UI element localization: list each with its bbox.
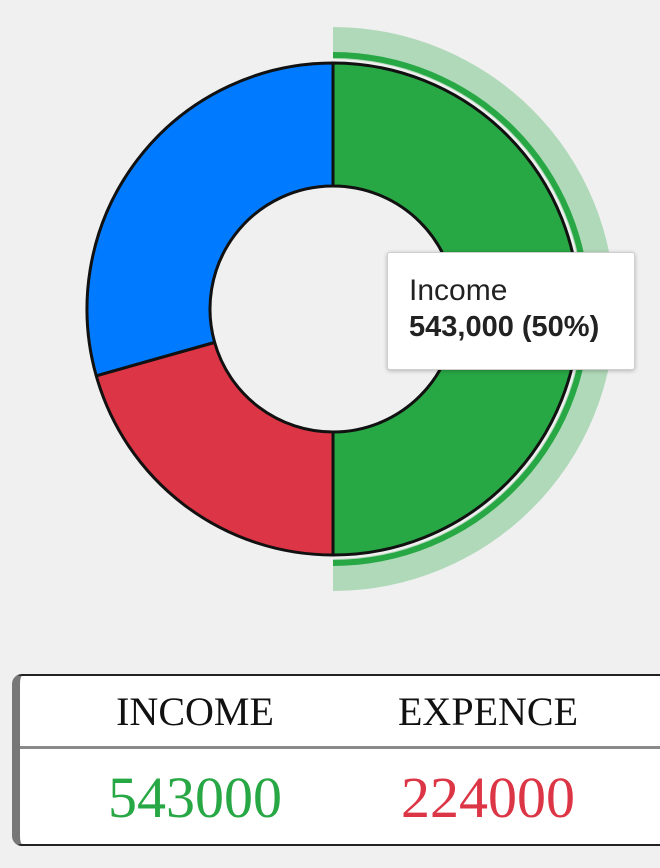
donut-slice-segment-2[interactable] — [85, 61, 335, 378]
expence-label: EXPENCE — [398, 689, 578, 734]
donut-chart-area: Income 543,000 (50%) — [85, 27, 635, 591]
summary-header-row: INCOME EXPENCE — [20, 676, 660, 749]
tooltip-label: Income — [409, 274, 508, 307]
income-value: 543000 — [108, 765, 282, 830]
tooltip-value: 543,000 (50%) — [409, 311, 600, 343]
expence-value: 224000 — [401, 765, 575, 830]
donut-slice-segment-1[interactable] — [94, 340, 335, 557]
income-label: INCOME — [116, 689, 274, 734]
chart-tooltip: Income 543,000 (50%) — [387, 252, 635, 370]
summary-card: INCOME EXPENCE 543000 224000 — [12, 674, 660, 846]
